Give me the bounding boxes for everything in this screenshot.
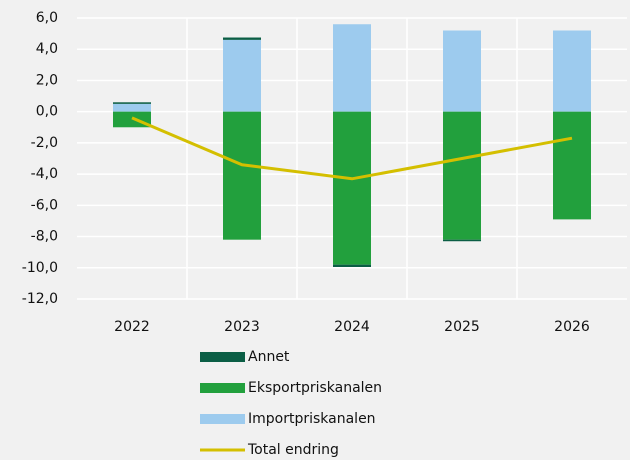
y-tick-label: -10,0 <box>22 260 58 276</box>
legend-label: Eksportpriskanalen <box>248 380 382 396</box>
bar <box>553 111 591 220</box>
bar <box>223 111 261 240</box>
y-tick-label: 2,0 <box>36 72 58 88</box>
legend-swatch <box>200 352 245 362</box>
x-tick-label: 2026 <box>554 319 590 335</box>
bar <box>553 30 591 112</box>
x-tick-label: 2024 <box>334 319 370 335</box>
bar <box>333 111 371 265</box>
bar <box>113 102 151 104</box>
y-tick-label: -4,0 <box>31 166 58 182</box>
bar <box>333 264 371 267</box>
legend-swatch <box>200 414 245 424</box>
y-tick-label: -8,0 <box>31 229 58 245</box>
x-tick-label: 2022 <box>114 319 150 335</box>
legend-label: Importpriskanalen <box>248 411 376 427</box>
y-tick-label: 0,0 <box>36 104 58 120</box>
y-tick-label: 4,0 <box>36 41 58 57</box>
x-tick-label: 2023 <box>224 319 260 335</box>
bar <box>223 39 261 112</box>
y-tick-label: -12,0 <box>22 291 58 307</box>
legend-label: Annet <box>248 349 290 365</box>
bar <box>333 24 371 112</box>
line <box>131 116 573 181</box>
bar <box>113 103 151 112</box>
legend-label: Total endring <box>247 442 339 458</box>
bar <box>443 30 481 112</box>
y-tick-label: -2,0 <box>31 135 58 151</box>
y-tick-label: -6,0 <box>31 197 58 213</box>
bar <box>223 37 261 40</box>
y-tick-label: 6,0 <box>36 10 58 26</box>
legend-swatch <box>200 383 245 393</box>
bar <box>443 111 481 240</box>
bar <box>443 239 481 242</box>
x-tick-label: 2025 <box>444 319 480 335</box>
